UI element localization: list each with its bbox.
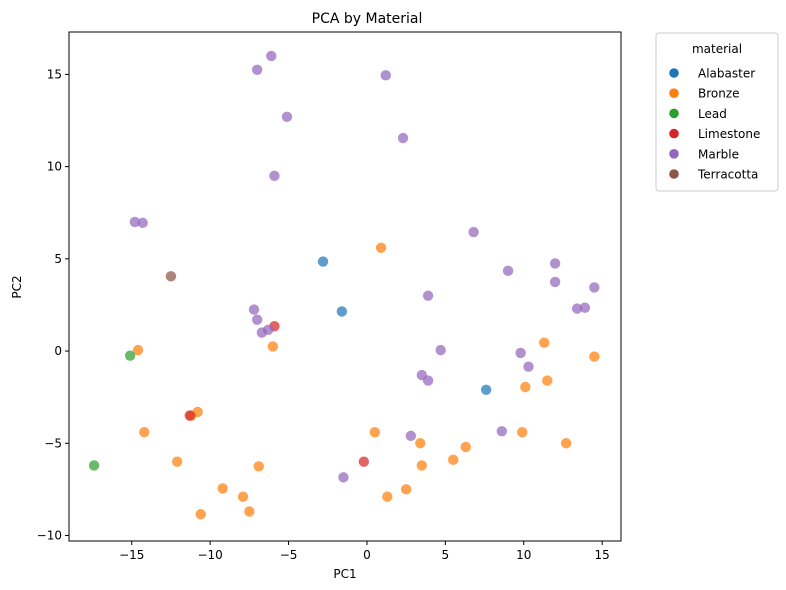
data-point-marble-26: [496, 426, 508, 437]
data-point-limestone-0: [184, 410, 195, 421]
legend-marker-alabaster: [669, 68, 679, 78]
data-point-bronze-7: [237, 491, 249, 502]
data-point-marble-19: [256, 327, 268, 338]
legend-title: material: [692, 42, 742, 56]
data-point-marble-6: [129, 216, 141, 228]
data-point-bronze-0: [132, 344, 144, 356]
legend-label-bronze: Bronze: [698, 87, 740, 101]
data-point-marble-3: [281, 111, 293, 123]
y-tick-label: −5: [44, 436, 62, 450]
legend-marker-lead: [669, 108, 679, 119]
data-point-bronze-6: [217, 483, 228, 494]
data-point-lead-0: [88, 460, 100, 471]
chart-title: PCA by Material: [312, 11, 423, 27]
data-point-bronze-11: [369, 426, 380, 438]
data-point-lead-1: [124, 350, 136, 361]
y-tick-label: 10: [47, 160, 62, 174]
y-tick-label: 5: [54, 252, 62, 266]
data-point-alabaster-1: [336, 306, 348, 317]
data-point-marble-2: [380, 70, 391, 81]
legend-label-terracotta: Terracotta: [697, 168, 758, 182]
legend-label-limestone: Limestone: [698, 127, 760, 141]
data-point-marble-17: [251, 314, 263, 325]
legend-marker-bronze: [669, 88, 679, 98]
x-tick-label: 15: [595, 548, 610, 562]
data-point-bronze-12: [375, 242, 387, 253]
data-point-bronze-8: [244, 506, 255, 517]
data-point-bronze-19: [517, 426, 528, 438]
data-point-marble-5: [269, 170, 280, 182]
data-point-bronze-2: [172, 456, 183, 467]
data-point-marble-20: [435, 344, 446, 356]
data-point-marble-0: [266, 50, 277, 62]
data-point-alabaster-0: [317, 256, 329, 267]
data-point-alabaster-2: [480, 384, 492, 395]
data-point-bronze-4: [192, 406, 203, 418]
data-point-bronze-18: [460, 441, 471, 453]
legend-label-lead: Lead: [698, 107, 727, 121]
data-point-bronze-21: [538, 337, 550, 348]
data-point-bronze-20: [520, 381, 531, 393]
x-tick-label: −15: [119, 548, 144, 562]
y-axis: −10 −5 0 5 10 15: [37, 67, 69, 542]
legend-label-marble: Marble: [698, 147, 739, 161]
data-point-bronze-5: [195, 509, 206, 520]
y-tick-label: 15: [47, 67, 62, 81]
x-tick-label: −10: [197, 548, 222, 562]
plot-frame: [68, 31, 622, 542]
data-point-marble-21: [515, 347, 526, 359]
data-point-marble-11: [549, 276, 561, 288]
x-tick-label: −5: [280, 548, 298, 562]
data-point-marble-4: [397, 132, 409, 144]
legend: material Alabaster Bronze Lead Limestone Mar…: [655, 32, 779, 192]
points-layer: [88, 50, 600, 520]
legend-frame: [655, 32, 779, 192]
data-point-marble-9: [502, 265, 514, 277]
data-point-bronze-1: [139, 426, 150, 438]
data-point-marble-8: [468, 226, 479, 238]
data-point-marble-13: [422, 290, 434, 301]
legend-entries: Alabaster Bronze Lead Limestone Marble Terrac…: [669, 67, 760, 182]
y-tick-label: 0: [54, 344, 62, 358]
x-tick-label: 10: [516, 548, 531, 562]
data-point-bronze-17: [448, 454, 459, 466]
data-point-marble-1: [251, 64, 263, 76]
data-point-marble-24: [422, 375, 434, 386]
data-point-marble-22: [523, 361, 534, 372]
data-point-bronze-9: [253, 461, 264, 472]
data-point-bronze-14: [400, 484, 412, 495]
x-tick-label: 0: [363, 548, 371, 562]
data-point-marble-27: [338, 472, 349, 483]
x-axis: −15 −10 −5 0 5 10 15: [119, 541, 610, 562]
data-point-bronze-13: [382, 491, 393, 502]
data-point-bronze-15: [415, 438, 426, 449]
data-point-marble-16: [248, 304, 260, 315]
y-tick-label: −10: [37, 528, 62, 542]
data-point-marble-7: [137, 217, 148, 229]
data-point-marble-15: [579, 302, 591, 313]
data-point-marble-12: [589, 282, 600, 293]
x-tick-label: 5: [442, 548, 450, 562]
x-axis-label: PC1: [333, 567, 356, 581]
legend-marker-limestone: [669, 128, 679, 139]
data-point-bronze-16: [416, 460, 428, 471]
data-point-bronze-22: [542, 375, 553, 386]
data-point-terracotta-0: [165, 271, 177, 282]
data-point-bronze-23: [560, 438, 572, 449]
data-point-bronze-10: [267, 341, 279, 352]
y-axis-label: PC2: [10, 275, 24, 298]
data-point-marble-25: [405, 430, 417, 442]
data-point-limestone-2: [358, 456, 370, 467]
legend-marker-terracotta: [669, 169, 679, 179]
data-point-bronze-24: [589, 351, 600, 362]
legend-label-alabaster: Alabaster: [698, 67, 755, 81]
data-point-marble-14: [571, 303, 583, 314]
legend-marker-marble: [669, 149, 679, 159]
data-point-marble-10: [549, 258, 561, 269]
